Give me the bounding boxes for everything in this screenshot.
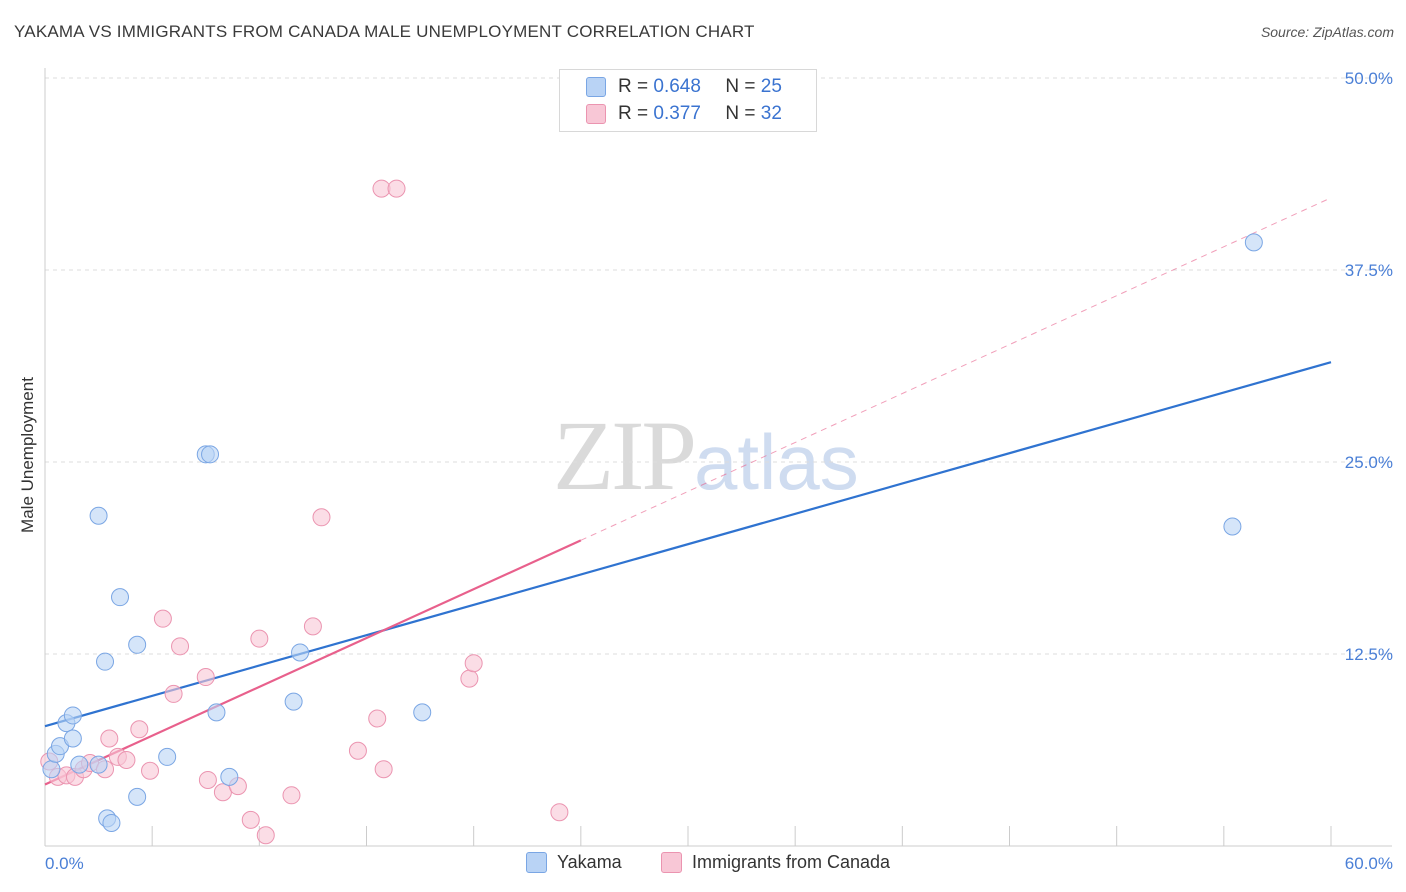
correlation-legend: R = 0.648 N = 25 R = 0.377 N = 32: [559, 69, 817, 132]
chart-title: YAKAMA VS IMMIGRANTS FROM CANADA MALE UN…: [14, 22, 755, 41]
data-point-yakama: [220, 767, 239, 786]
data-point-yakama: [70, 755, 89, 774]
data-point-canada: [387, 179, 406, 198]
data-point-canada: [213, 783, 232, 802]
bottom-legend-label: Yakama: [557, 852, 622, 872]
legend-r-label: R =: [618, 76, 649, 97]
data-point-yakama: [63, 706, 82, 725]
data-point-yakama: [207, 703, 226, 722]
data-point-yakama: [291, 643, 310, 662]
y-tick-label: 12.5%: [1345, 645, 1393, 664]
data-point-canada: [374, 760, 393, 779]
data-point-yakama: [158, 747, 177, 766]
data-point-canada: [241, 810, 260, 829]
legend-swatch-blue: [586, 77, 606, 97]
data-point-yakama: [63, 729, 82, 748]
data-point-canada: [130, 720, 149, 739]
data-point-canada: [117, 750, 136, 769]
grid-lines: [45, 77, 1392, 655]
legend-n-value: 32: [760, 103, 782, 124]
trend-line-canada-extension: [580, 197, 1332, 541]
trend-line-canada: [44, 539, 582, 786]
data-point-canada: [100, 729, 119, 748]
data-point-yakama: [111, 588, 130, 607]
y-tick-label: 37.5%: [1345, 261, 1393, 280]
data-point-yakama: [1223, 517, 1242, 536]
data-point-canada: [171, 637, 190, 656]
bottom-legend-swatch-pink: [661, 852, 682, 873]
data-point-canada: [460, 669, 479, 688]
x-tick-label: 0.0%: [45, 854, 84, 873]
axes: [44, 68, 1392, 847]
data-point-yakama: [1244, 233, 1263, 252]
source-label: Source: ZipAtlas.com: [1260, 24, 1394, 40]
data-point-canada: [141, 761, 160, 780]
data-point-canada: [164, 684, 183, 703]
tick-labels: 12.5% 25.0% 37.5% 50.0% 0.0% 60.0%: [45, 69, 1393, 873]
x-tick-label: 60.0%: [1345, 854, 1393, 873]
trend-lines: [44, 197, 1332, 786]
bottom-legend-canada: Immigrants from Canada: [661, 852, 890, 873]
legend-n-label: N =: [725, 76, 756, 97]
bottom-legend-yakama: Yakama: [526, 852, 622, 873]
y-tick-label: 25.0%: [1345, 453, 1393, 472]
data-point-canada: [348, 741, 367, 760]
data-point-canada: [312, 508, 331, 527]
data-point-yakama: [102, 813, 121, 832]
bottom-legend-label: Immigrants from Canada: [692, 852, 891, 872]
data-point-yakama: [128, 787, 147, 806]
data-point-canada: [256, 826, 275, 845]
data-point-yakama: [128, 635, 147, 654]
data-point-canada: [198, 770, 217, 789]
legend-r-value: 0.377: [653, 103, 701, 124]
legend-n-label: N =: [725, 103, 756, 124]
data-points: [40, 179, 1263, 845]
y-tick-label: 50.0%: [1345, 69, 1393, 88]
data-point-yakama: [413, 703, 432, 722]
legend-n-value: 25: [760, 76, 782, 97]
data-point-yakama: [42, 760, 61, 779]
data-point-yakama: [96, 652, 115, 671]
data-point-yakama: [89, 755, 108, 774]
data-point-canada: [282, 786, 301, 805]
legend-r-value: 0.648: [653, 76, 701, 97]
legend-swatch-pink: [586, 104, 606, 124]
data-point-canada: [464, 654, 483, 673]
legend-r-label: R =: [618, 103, 649, 124]
data-point-canada: [368, 709, 387, 728]
data-point-yakama: [284, 692, 303, 711]
data-point-yakama: [201, 445, 220, 464]
data-point-canada: [153, 609, 172, 628]
legend-row-canada: R = 0.377 N = 32: [586, 102, 782, 126]
watermark-zip: ZIP: [553, 400, 697, 511]
data-point-canada: [303, 617, 322, 636]
data-point-canada: [196, 668, 215, 687]
data-point-canada: [550, 803, 569, 822]
trend-line-yakama: [44, 361, 1332, 728]
data-point-yakama: [89, 506, 108, 525]
bottom-legend-swatch-blue: [526, 852, 547, 873]
data-point-canada: [250, 629, 269, 648]
legend-row-yakama: R = 0.648 N = 25: [586, 75, 782, 99]
data-point-canada: [372, 179, 391, 198]
